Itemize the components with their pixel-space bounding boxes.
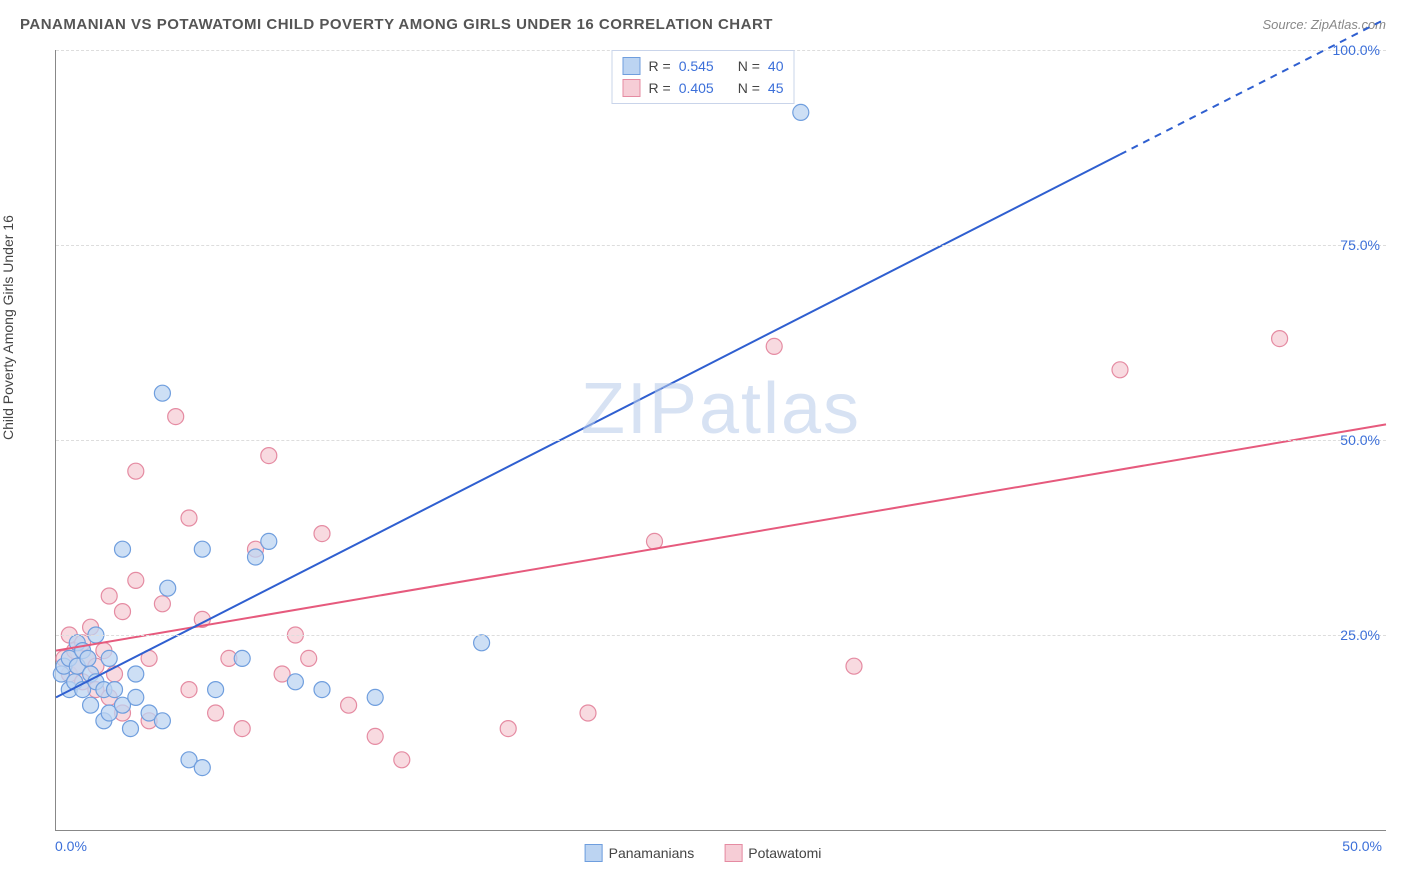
legend-swatch-pink bbox=[623, 79, 641, 97]
legend-label: Panamanians bbox=[609, 845, 695, 861]
y-tick-label: 50.0% bbox=[1340, 432, 1380, 448]
x-tick-0: 0.0% bbox=[55, 838, 87, 854]
r-label: R = bbox=[649, 77, 671, 99]
chart-plot-area: ZIPatlas 25.0%50.0%75.0%100.0% bbox=[55, 50, 1386, 831]
x-tick-50: 50.0% bbox=[1342, 838, 1382, 854]
legend-item-panamanians: Panamanians bbox=[585, 844, 695, 862]
legend-swatch-pink bbox=[724, 844, 742, 862]
gridline bbox=[56, 635, 1386, 636]
legend-stats: R = 0.545 N = 40 R = 0.405 N = 45 bbox=[612, 50, 795, 104]
gridline bbox=[56, 245, 1386, 246]
legend-swatch-blue bbox=[585, 844, 603, 862]
y-axis-label: Child Poverty Among Girls Under 16 bbox=[0, 215, 16, 440]
n-value-2: 45 bbox=[768, 77, 784, 99]
legend-stats-row-2: R = 0.405 N = 45 bbox=[623, 77, 784, 99]
chart-title: PANAMANIAN VS POTAWATOMI CHILD POVERTY A… bbox=[20, 16, 773, 33]
y-tick-label: 25.0% bbox=[1340, 627, 1380, 643]
r-label: R = bbox=[649, 55, 671, 77]
y-tick-label: 100.0% bbox=[1333, 42, 1380, 58]
gridline bbox=[56, 440, 1386, 441]
n-value-1: 40 bbox=[768, 55, 784, 77]
r-value-1: 0.545 bbox=[679, 55, 714, 77]
n-label: N = bbox=[738, 55, 760, 77]
legend-swatch-blue bbox=[623, 57, 641, 75]
legend-label: Potawatomi bbox=[748, 845, 821, 861]
legend-series: Panamanians Potawatomi bbox=[585, 844, 822, 862]
r-value-2: 0.405 bbox=[679, 77, 714, 99]
legend-item-potawatomi: Potawatomi bbox=[724, 844, 821, 862]
y-tick-label: 75.0% bbox=[1340, 237, 1380, 253]
legend-stats-row-1: R = 0.545 N = 40 bbox=[623, 55, 784, 77]
n-label: N = bbox=[738, 77, 760, 99]
